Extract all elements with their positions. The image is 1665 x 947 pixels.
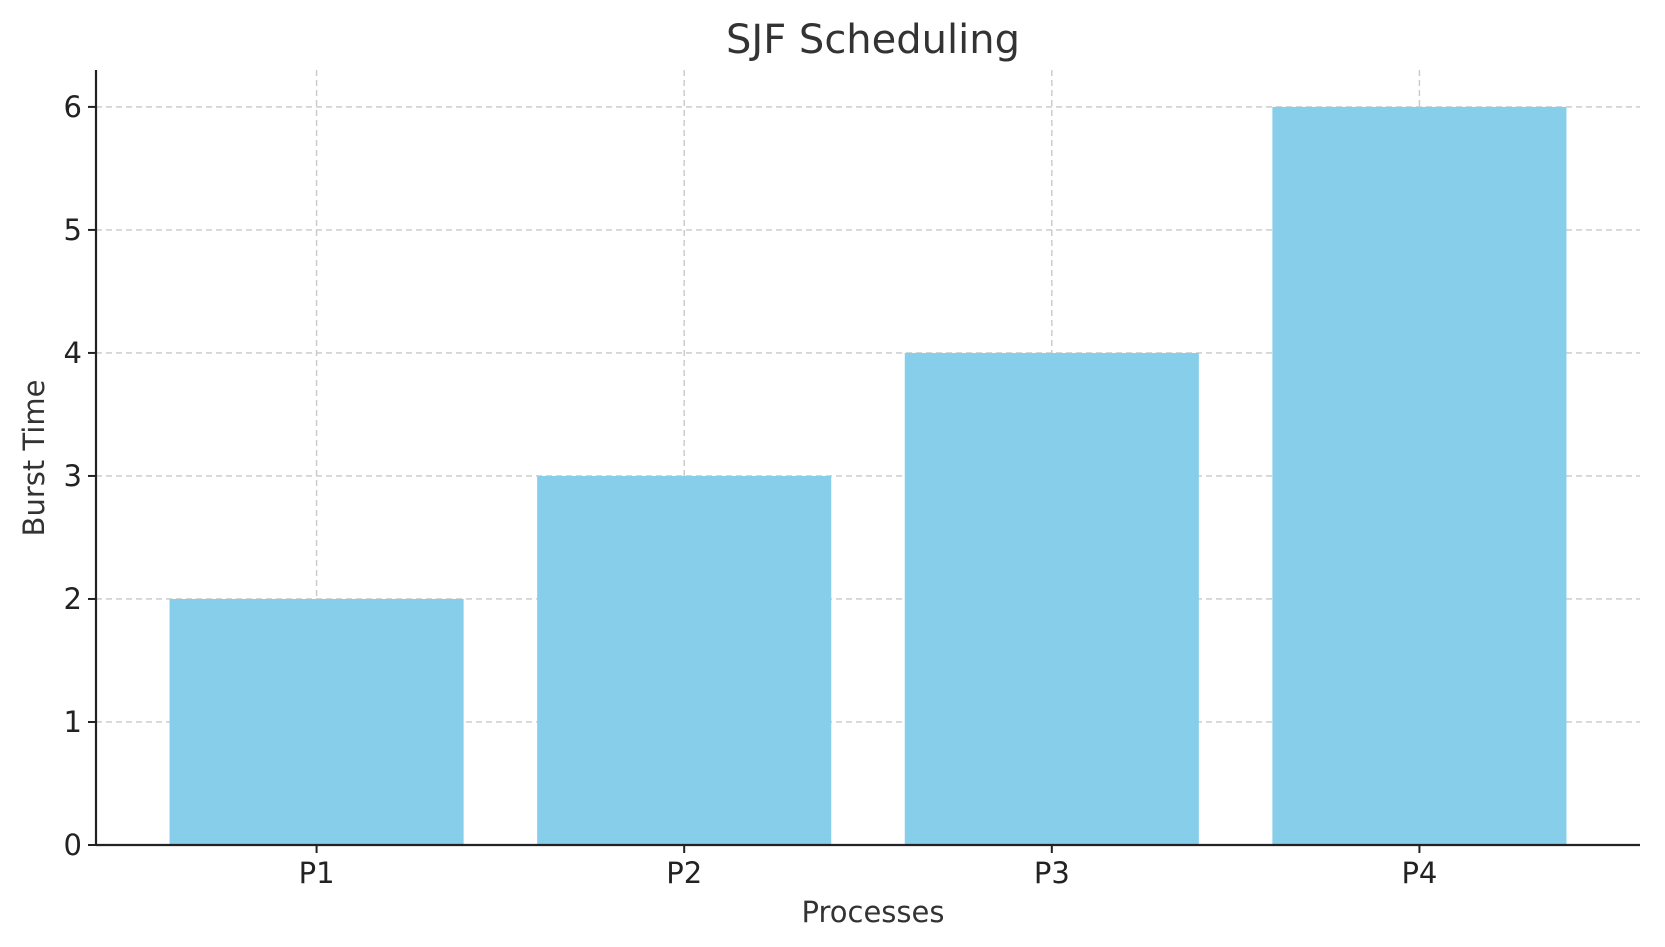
y-tick-label: 5 [64, 213, 82, 247]
bar-p1 [169, 598, 464, 845]
x-tick-label: P1 [299, 856, 335, 890]
x-tick-label: P3 [1034, 856, 1070, 890]
x-axis-label: Processes [802, 895, 945, 929]
bar-p2 [537, 475, 832, 845]
bar-p4 [1272, 106, 1567, 845]
axes [94, 70, 1640, 847]
bar-p3 [904, 352, 1199, 845]
y-tick-label: 0 [64, 828, 82, 862]
y-axis-label: Burst Time [17, 380, 51, 537]
y-tick-label: 2 [64, 582, 82, 616]
y-tick-label: 1 [64, 705, 82, 739]
y-tick-label: 4 [64, 336, 82, 370]
x-tick-label: P2 [666, 856, 702, 890]
x-tick-label: P4 [1401, 856, 1437, 890]
ticks: 0 1 2 3 4 5 6 P1 P2 P3 P4 [64, 90, 1438, 890]
y-tick-label: 3 [64, 459, 82, 493]
bars [169, 106, 1567, 845]
y-tick-label: 6 [64, 90, 82, 124]
chart-title: SJF Scheduling [726, 17, 1020, 63]
